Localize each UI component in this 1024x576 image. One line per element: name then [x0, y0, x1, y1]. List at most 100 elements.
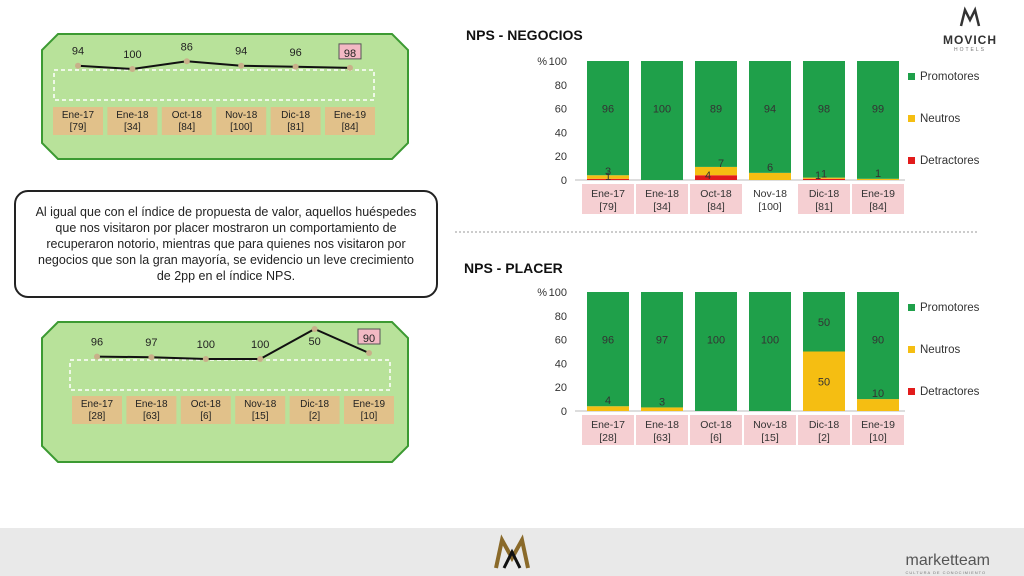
bar-sample-size-3-0: [28] [599, 432, 617, 444]
line-sample-size-0-0: [79] [70, 122, 87, 133]
footer-emblem-icon [494, 534, 530, 569]
line-category-cell-1-2 [180, 396, 231, 424]
bar-label-promotores-2-0: 96 [602, 104, 614, 116]
bar-category-label-2-1: Ene-18 [645, 188, 679, 200]
bar-label-promotores-3-1: 97 [656, 335, 668, 347]
bar-label-detractores-2-2: 4 [705, 170, 711, 182]
bar-neutros-3-4 [803, 351, 845, 411]
line-sample-size-1-0: [28] [89, 411, 106, 422]
bar-label-promotores-3-3: 100 [761, 335, 779, 347]
line-point-1-3 [257, 356, 264, 362]
bar-promotores-3-1 [641, 292, 683, 408]
bar-label-neutros-2-3: 6 [767, 162, 773, 174]
bar-label-promotores-3-4: 50 [818, 317, 830, 329]
bar-neutros-2-2 [695, 166, 737, 176]
bar-category-label-3-4: Dic-18 [809, 419, 840, 431]
line-category-cell-0-2 [161, 107, 212, 135]
bar-neutros-2-5 [857, 178, 899, 180]
line-category-label-1-1: Ene-18 [135, 399, 168, 410]
bar-label-neutros-2-2: 7 [718, 158, 724, 170]
bar-ytick-2-100: 100 [549, 56, 567, 68]
bar-neutros-2-4 [803, 177, 845, 179]
bar-ytick-2-60: 60 [555, 104, 567, 116]
line-sample-size-0-1: [34] [124, 122, 141, 133]
bar-sample-size-2-5: [84] [869, 201, 887, 213]
line-last-value-box-0 [338, 43, 362, 60]
line-value-label-1-2: 100 [197, 339, 215, 351]
line-category-cell-0-3 [216, 107, 267, 135]
legend-swatch-detractores-2 [908, 157, 915, 164]
legend-swatch-detractores-3 [908, 388, 915, 395]
line-point-0-4 [292, 63, 299, 70]
line-category-label-0-5: Ene-19 [334, 110, 367, 121]
line-value-label-0-0: 94 [72, 46, 84, 58]
line-sample-size-0-4: [81] [287, 122, 304, 133]
bar-label-detractores-2-4: 1 [815, 170, 821, 182]
line-category-cell-1-1 [126, 396, 177, 424]
bar-promotores-2-5 [857, 61, 899, 179]
bar-category-cell-3-3 [744, 415, 796, 445]
footer-bar: marketteam CULTURA DE CONOCIMIENTO [0, 528, 1024, 576]
bar-sample-size-3-2: [6] [710, 432, 722, 444]
bar-label-detractores-2-0: 1 [605, 171, 611, 183]
bar-sample-size-2-0: [79] [599, 201, 617, 213]
bar-sample-size-3-1: [63] [653, 432, 671, 444]
line-sample-size-0-3: [100] [230, 122, 252, 133]
bar-ytick-3-80: 80 [555, 311, 567, 323]
bar-label-neutros-2-4: 1 [821, 169, 827, 181]
line-category-cell-0-0 [53, 107, 103, 135]
bar-promotores-3-4 [803, 292, 845, 352]
line-category-cell-0-4 [270, 107, 321, 135]
movich-logo: MOVICH HOTELS [935, 6, 1005, 53]
bar-ylabel-2: % [537, 56, 547, 68]
line-category-label-1-4: Dic-18 [300, 399, 329, 410]
bar-category-label-3-0: Ene-17 [591, 419, 625, 431]
bar-label-promotores-2-1: 100 [653, 104, 671, 116]
line-sample-size-1-4: [2] [309, 411, 320, 422]
bar-category-cell-3-5 [852, 415, 904, 445]
line-point-1-4 [311, 326, 318, 332]
bar-label-neutros-2-5: 1 [875, 168, 881, 180]
bar-ytick-3-100: 100 [549, 287, 567, 299]
line-value-label-0-1: 100 [123, 49, 141, 61]
line-point-0-5 [347, 64, 353, 71]
bar-category-cell-3-4 [798, 415, 850, 445]
line-value-label-1-1: 97 [145, 337, 157, 349]
legend-label-detractores-2: Detractores [920, 155, 980, 167]
bar-ytick-2-0: 0 [561, 175, 567, 187]
bar-ytick-3-60: 60 [555, 335, 567, 347]
bar-category-label-2-4: Dic-18 [809, 188, 840, 200]
bar-promotores-2-2 [695, 61, 737, 167]
line-point-0-3 [238, 62, 245, 69]
line-category-cell-1-5 [344, 396, 394, 424]
bar-neutros-2-0 [587, 175, 629, 179]
line-category-cell-1-4 [289, 396, 340, 424]
line-value-label-1-3: 100 [251, 339, 269, 351]
bar-promotores-2-4 [803, 61, 845, 178]
bar-label-promotores-2-5: 99 [872, 104, 884, 116]
line-sample-size-1-2: [6] [200, 411, 211, 422]
bar-category-cell-2-2 [690, 184, 742, 214]
bar-sample-size-2-2: [84] [707, 201, 725, 213]
bar-neutros-3-0 [587, 406, 629, 411]
line-value-label-0-5: 98 [344, 48, 356, 60]
bar-detractores-2-2 [695, 175, 737, 180]
bar-label-promotores-2-4: 98 [818, 104, 830, 116]
bar-category-label-3-3: Nov-18 [753, 419, 787, 431]
legend-label-detractores-3: Detractores [920, 386, 980, 398]
line-sample-size-1-1: [63] [143, 411, 160, 422]
bar-label-neutros-3-1: 3 [659, 396, 665, 408]
bar-sample-size-3-3: [15] [761, 432, 779, 444]
bar-promotores-3-2 [695, 292, 737, 411]
line-category-cell-0-5 [325, 107, 375, 135]
line-sample-size-0-2: [84] [178, 122, 195, 133]
line-value-label-0-3: 94 [235, 46, 247, 58]
legend-swatch-promotores-2 [908, 73, 915, 80]
bar-detractores-2-0 [587, 178, 629, 180]
line-category-cell-1-3 [235, 396, 286, 424]
bar-promotores-3-5 [857, 292, 899, 400]
brand-subtitle: HOTELS [953, 47, 986, 53]
bar-promotores-2-0 [587, 61, 629, 176]
commentary-text: Al igual que con el índice de propuesta … [35, 205, 417, 283]
line-category-label-1-3: Nov-18 [244, 399, 277, 410]
